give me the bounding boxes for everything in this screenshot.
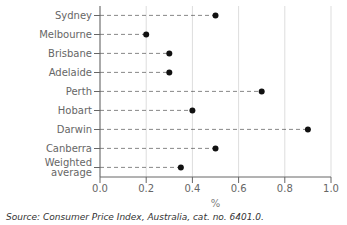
svg-text:Darwin: Darwin [57,124,92,135]
svg-text:Brisbane: Brisbane [48,48,92,59]
svg-text:Canberra: Canberra [46,143,92,154]
svg-text:Weightedaverage: Weightedaverage [45,157,92,178]
svg-text:Melbourne: Melbourne [39,29,92,40]
svg-text:0.4: 0.4 [184,183,200,194]
svg-text:%: % [211,198,221,207]
html-text:Source: Consumer Price Index,: Source: Consumer Price Index, Australia,… [6,212,264,222]
svg-text:Perth: Perth [66,86,92,97]
svg-text:1.0: 1.0 [323,183,339,194]
svg-text:Adelaide: Adelaide [49,67,92,78]
svg-text:0.6: 0.6 [231,183,247,194]
svg-text:Sydney: Sydney [55,10,92,21]
svg-text:Hobart: Hobart [58,105,92,116]
svg-text:0.8: 0.8 [277,183,293,194]
svg-text:0.0: 0.0 [92,183,108,194]
svg-text:0.2: 0.2 [138,183,154,194]
